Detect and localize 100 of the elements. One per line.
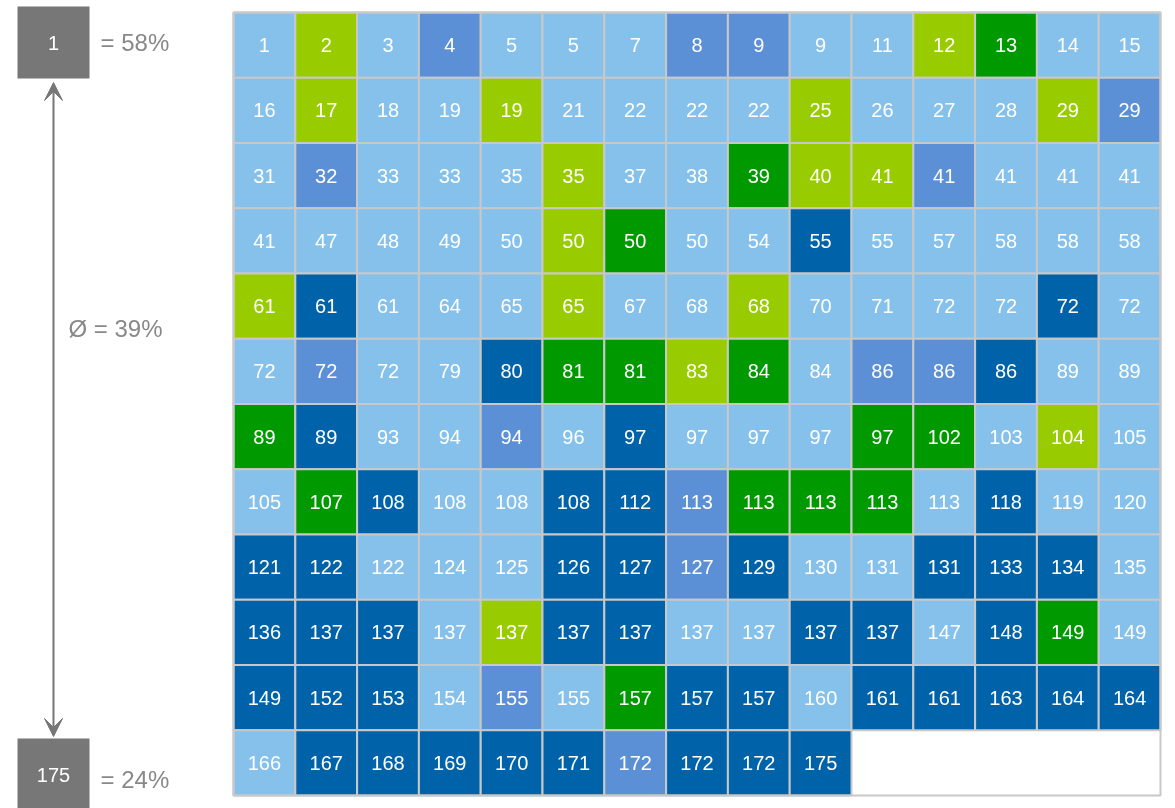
text: = 58% bbox=[100, 29, 170, 56]
data-label: 113 bbox=[928, 490, 961, 513]
data-label: 19 bbox=[500, 99, 523, 122]
data-label: 148 bbox=[989, 621, 1023, 644]
data-label: 131 bbox=[865, 556, 900, 579]
data-label: 67 bbox=[624, 295, 647, 318]
data-label: 136 bbox=[247, 621, 282, 644]
data-label: 164 bbox=[1051, 686, 1085, 709]
data-label: 48 bbox=[376, 229, 400, 252]
data-label: 125 bbox=[494, 556, 529, 579]
data-label: 175 bbox=[803, 751, 838, 774]
data-label: 2 bbox=[320, 34, 332, 57]
data-label: 80 bbox=[500, 360, 523, 383]
data-label: 41 bbox=[1056, 164, 1079, 187]
data-label: 113 bbox=[804, 490, 837, 513]
data-label: 97 bbox=[871, 425, 894, 448]
data-label: 32 bbox=[315, 164, 338, 187]
data-label: 97 bbox=[747, 425, 770, 448]
data-label: 58 bbox=[1056, 229, 1079, 252]
data-label: 7 bbox=[629, 34, 641, 57]
data-label: 55 bbox=[809, 229, 832, 252]
data-label: 172 bbox=[742, 751, 776, 774]
data-label: 149 bbox=[1112, 621, 1147, 644]
data-label: 68 bbox=[747, 295, 770, 318]
data-label: 155 bbox=[494, 686, 529, 709]
data-label: 54 bbox=[747, 229, 770, 252]
data-label: 3 bbox=[382, 34, 394, 57]
data-label: 171 bbox=[556, 751, 591, 774]
data-label: 15 bbox=[1118, 34, 1141, 57]
data-label: 172 bbox=[618, 751, 652, 774]
data-label: 105 bbox=[1112, 425, 1147, 448]
data-label: 64 bbox=[438, 295, 461, 318]
data-label: 133 bbox=[989, 556, 1023, 579]
data-label: 26 bbox=[871, 99, 894, 122]
data-label: 129 bbox=[742, 556, 776, 579]
data-label: 22 bbox=[624, 99, 647, 122]
data-label: 41 bbox=[253, 229, 276, 252]
data-label: 50 bbox=[562, 229, 585, 252]
data-label: 122 bbox=[309, 556, 343, 579]
data-label: 27 bbox=[933, 99, 956, 122]
data-label: 135 bbox=[1112, 556, 1147, 579]
data-label: 163 bbox=[989, 686, 1023, 709]
data-label: 79 bbox=[438, 360, 461, 383]
data-label: 108 bbox=[433, 490, 467, 513]
data-label: 120 bbox=[1112, 490, 1147, 513]
data-label: 160 bbox=[803, 686, 838, 709]
data-label: 93 bbox=[376, 425, 400, 448]
data-label: 122 bbox=[371, 556, 405, 579]
data-label: 12 bbox=[933, 34, 956, 57]
data-label: 107 bbox=[309, 490, 343, 513]
data-label: 68 bbox=[685, 295, 709, 318]
data-label: 72 bbox=[376, 360, 400, 383]
data-label: 108 bbox=[556, 490, 591, 513]
data-label: 170 bbox=[494, 751, 529, 774]
data-label: 161 bbox=[865, 686, 900, 709]
data-label: 81 bbox=[562, 360, 585, 383]
data-label: 72 bbox=[994, 295, 1018, 318]
data-label: 61 bbox=[376, 295, 400, 318]
data-label: 8 bbox=[691, 34, 703, 57]
data-label: 33 bbox=[376, 164, 400, 187]
data-label: 29 bbox=[1118, 99, 1141, 122]
data-label: 11 bbox=[872, 34, 893, 57]
data-label: 134 bbox=[1051, 556, 1085, 579]
data-label: 5 bbox=[567, 34, 579, 57]
data-label: 18 bbox=[376, 99, 400, 122]
data-label: 72 bbox=[253, 360, 276, 383]
data-label: 41 bbox=[933, 164, 956, 187]
data-label: 41 bbox=[994, 164, 1018, 187]
data-label: 97 bbox=[685, 425, 709, 448]
data-label: 127 bbox=[680, 556, 714, 579]
data-label: 149 bbox=[1051, 621, 1085, 644]
data-label: 16 bbox=[253, 99, 276, 122]
data-label: 47 bbox=[315, 229, 338, 252]
data-label: 1 bbox=[258, 34, 270, 57]
data-label: 61 bbox=[253, 295, 276, 318]
data-label: 72 bbox=[1056, 295, 1079, 318]
data-label: 137 bbox=[371, 621, 405, 644]
data-label: 172 bbox=[680, 751, 714, 774]
data-label: 157 bbox=[618, 686, 652, 709]
text: 1 bbox=[47, 31, 60, 54]
text: 175 bbox=[36, 763, 71, 786]
data-label: 137 bbox=[865, 621, 900, 644]
data-label: 149 bbox=[247, 686, 282, 709]
data-label: 57 bbox=[933, 229, 956, 252]
data-label: 127 bbox=[618, 556, 652, 579]
data-label: 96 bbox=[562, 425, 585, 448]
data-label: 89 bbox=[315, 425, 338, 448]
data-label: 25 bbox=[809, 99, 832, 122]
data-label: 130 bbox=[803, 556, 838, 579]
data-label: 55 bbox=[871, 229, 894, 252]
data-label: 84 bbox=[747, 360, 770, 383]
data-label: 65 bbox=[500, 295, 523, 318]
data-label: 113 bbox=[681, 490, 713, 513]
data-label: 166 bbox=[247, 751, 282, 774]
data-label: 89 bbox=[1118, 360, 1141, 383]
data-label: 89 bbox=[1056, 360, 1079, 383]
data-label: 157 bbox=[680, 686, 714, 709]
data-label: 31 bbox=[253, 164, 276, 187]
data-label: 102 bbox=[927, 425, 961, 448]
data-label: 94 bbox=[438, 425, 461, 448]
